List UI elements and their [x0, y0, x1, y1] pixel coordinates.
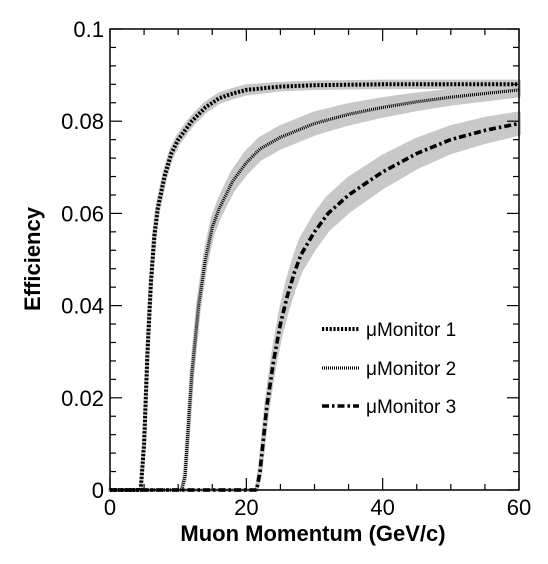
series-line-3: [110, 121, 520, 492]
x-tick-label: 20: [234, 495, 258, 520]
y-axis-title: Efficiency: [20, 206, 45, 311]
series-lines: [110, 82, 520, 492]
uncertainty-bands: [108, 79, 521, 492]
x-axis-title: Muon Momentum (GeV/c): [180, 521, 445, 546]
y-tick-label: 0.02: [61, 386, 104, 411]
x-tick-label: 40: [370, 495, 394, 520]
series-line-2: [110, 88, 520, 492]
series-line-1: [110, 82, 519, 492]
axis-ticks: [109, 28, 520, 491]
legend-label-1: μMonitor 1: [366, 320, 456, 341]
y-tick-label: 0.1: [73, 17, 104, 42]
legend: μMonitor 1 μMonitor 2 μMonitor 3: [322, 320, 456, 418]
y-tick-label: 0.06: [61, 201, 104, 226]
x-tick-label: 0: [104, 495, 116, 520]
legend-label-3: μMonitor 3: [366, 397, 456, 418]
axis-tick-labels: 0 20 40 60 0 0.02 0.04 0.06 0.08 0.1: [61, 17, 531, 520]
legend-label-2: μMonitor 2: [366, 359, 456, 380]
y-tick-label: 0: [92, 478, 104, 503]
y-tick-label: 0.04: [61, 294, 104, 319]
y-tick-label: 0.08: [61, 109, 104, 134]
x-tick-label: 60: [507, 495, 531, 520]
series-band-3: [108, 111, 521, 492]
